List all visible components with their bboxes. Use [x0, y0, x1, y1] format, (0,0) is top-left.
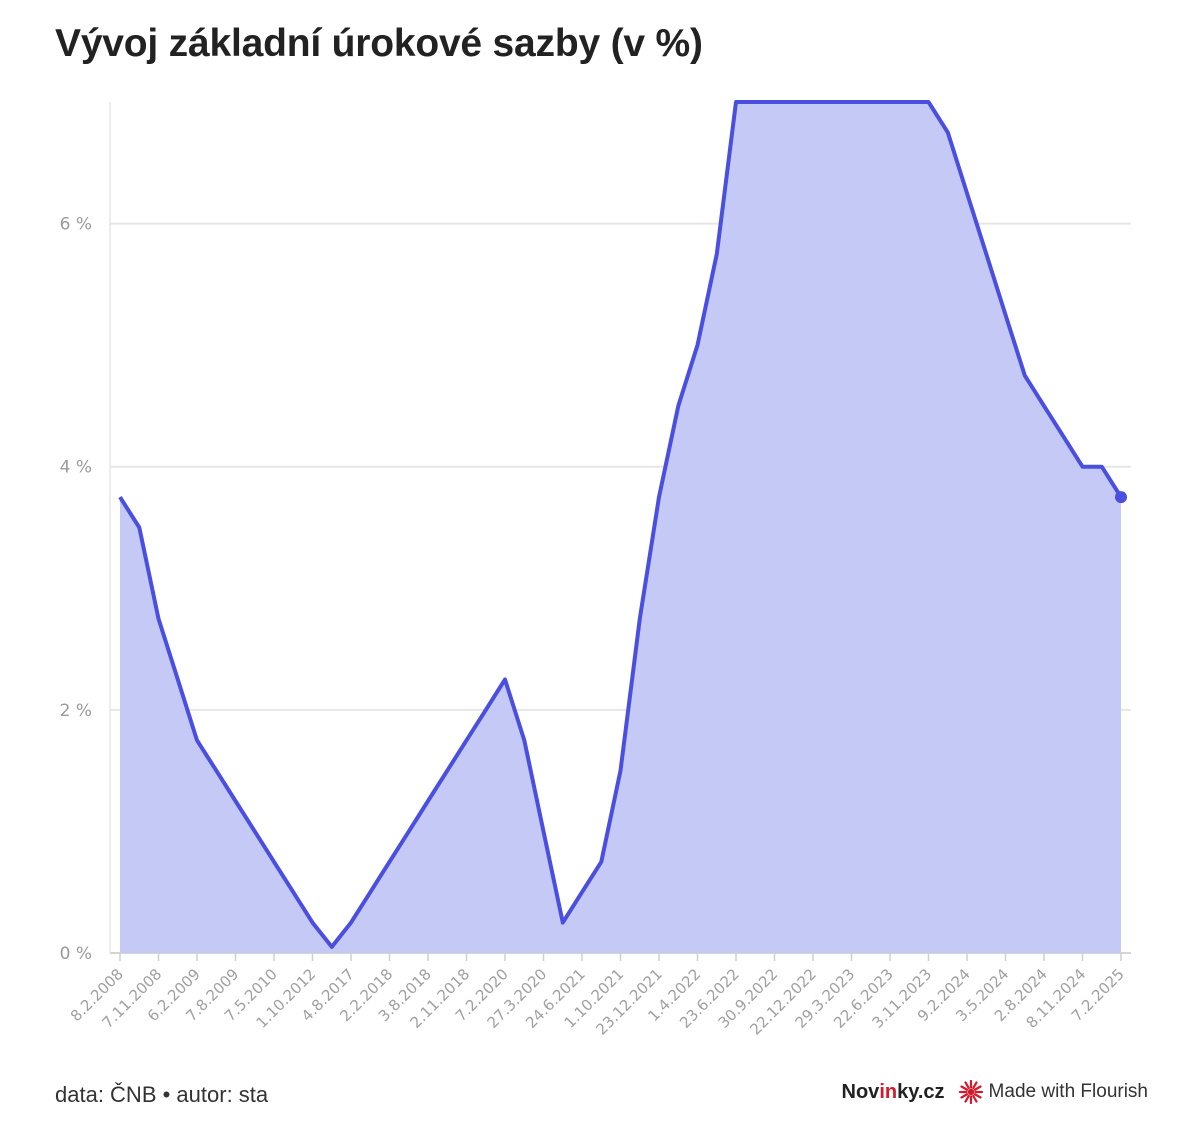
y-tick-label: 4 %	[60, 458, 92, 478]
last-point-marker	[1115, 491, 1127, 504]
chart-title: Vývoj základní úrokové sazby (v %)	[55, 22, 703, 65]
series-line	[118, 100, 1123, 949]
novinky-logo[interactable]: Novinky.cz	[841, 1080, 945, 1103]
y-tick-label: 6 %	[60, 215, 92, 235]
y-tick-label: 2 %	[60, 701, 92, 721]
y-tick-label: 0 %	[60, 944, 92, 964]
flourish-credit[interactable]: Made with Flourish	[958, 1080, 1148, 1104]
x-axis: 8.2.20087.11.20086.2.20097.8.20097.5.201…	[67, 953, 1128, 1039]
flourish-icon	[958, 1080, 983, 1104]
y-axis: 0 % 2 % 4 % 6 %	[60, 215, 92, 964]
footer-brands: Novinky.cz Made with Flourish	[842, 1080, 1148, 1104]
source-note: data: ČNB • autor: sta	[55, 1082, 269, 1107]
last-point	[1115, 491, 1127, 504]
area-fill	[120, 102, 1121, 953]
